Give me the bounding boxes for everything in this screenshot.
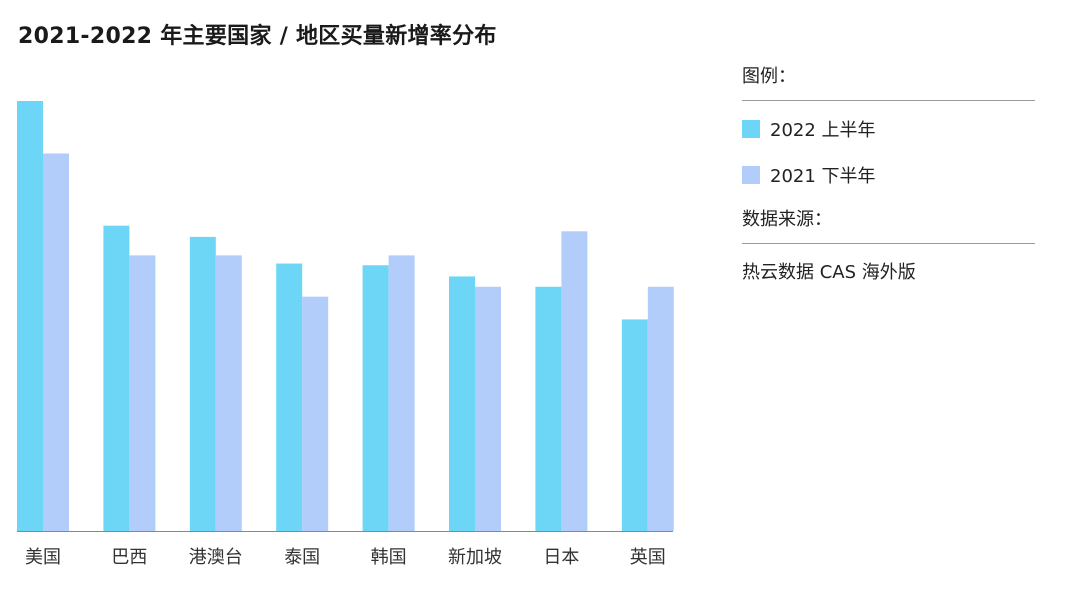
bar-series2-0 bbox=[43, 153, 69, 531]
bar-series1-3 bbox=[276, 263, 303, 531]
chart-title: 2021-2022 年主要国家 / 地区买量新增率分布 bbox=[18, 24, 497, 49]
legend-item: 2022 上半年 bbox=[742, 115, 1035, 143]
legend-swatch bbox=[742, 120, 760, 138]
x-tick-label: 巴西 bbox=[111, 547, 147, 568]
bar-series1-1 bbox=[103, 225, 130, 531]
x-tick-label: 韩国 bbox=[371, 547, 407, 568]
bar-series1-0 bbox=[17, 101, 43, 531]
bar-series1-4 bbox=[362, 265, 389, 531]
bar-series1-7 bbox=[621, 319, 648, 531]
legend-label: 2022 上半年 bbox=[770, 120, 876, 141]
x-tick-label: 新加坡 bbox=[448, 547, 502, 568]
x-tick-label: 日本 bbox=[543, 547, 579, 568]
bar-chart: 美国 巴西 港澳台 泰国 韩国 新加坡 日本 英国 bbox=[17, 101, 674, 568]
bar-series2-5 bbox=[475, 286, 501, 531]
x-axis-tick-labels: 美国 巴西 港澳台 泰国 韩国 新加坡 日本 英国 bbox=[25, 547, 666, 568]
bar-group bbox=[17, 101, 674, 532]
bar-series2-7 bbox=[647, 286, 674, 531]
legend-swatch bbox=[742, 166, 760, 184]
legend-list: 2022 上半年 2021 下半年 bbox=[742, 115, 1035, 189]
x-tick-label: 英国 bbox=[630, 547, 666, 568]
x-tick-label: 美国 bbox=[25, 547, 61, 568]
bar-series2-4 bbox=[388, 255, 415, 531]
x-tick-label: 泰国 bbox=[284, 547, 320, 568]
side-panel: 图例： 2022 上半年 2021 下半年 数据来源： 热云数据 CAS 海外版 bbox=[742, 64, 1035, 284]
bar-series2-1 bbox=[129, 255, 156, 531]
source-text: 热云数据 CAS 海外版 bbox=[742, 262, 916, 283]
source-divider bbox=[742, 243, 1035, 244]
legend-title: 图例： bbox=[742, 66, 796, 87]
bar-series1-5 bbox=[449, 276, 475, 531]
source-section: 数据来源： 热云数据 CAS 海外版 bbox=[742, 207, 1035, 284]
legend-item: 2021 下半年 bbox=[742, 161, 1035, 189]
x-tick-label: 港澳台 bbox=[189, 547, 243, 568]
source-title: 数据来源： bbox=[742, 209, 832, 230]
bar-series2-2 bbox=[215, 255, 242, 531]
legend-divider bbox=[742, 100, 1035, 101]
legend-label: 2021 下半年 bbox=[770, 166, 876, 187]
bar-series1-6 bbox=[535, 286, 562, 531]
bar-series2-3 bbox=[302, 296, 329, 531]
bar-series2-6 bbox=[561, 231, 588, 532]
bar-series1-2 bbox=[189, 236, 216, 531]
